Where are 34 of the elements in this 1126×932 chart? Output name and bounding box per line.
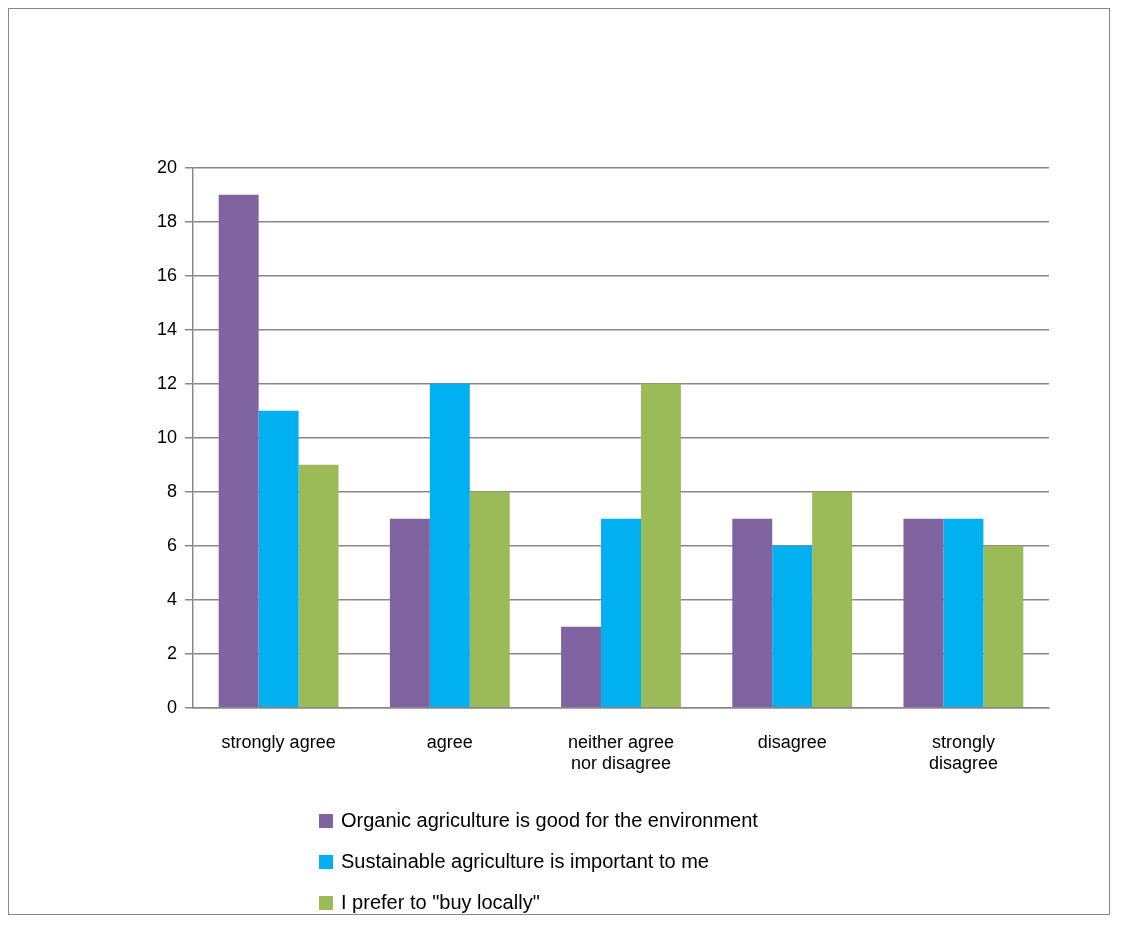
bar: [772, 545, 813, 708]
bar: [258, 410, 299, 708]
x-tick-label: strongly disagree: [928, 731, 998, 774]
bar: [983, 545, 1024, 708]
x-tick-label: neither agree nor disagree: [567, 731, 675, 774]
bar: [469, 491, 510, 708]
bar: [943, 518, 984, 708]
y-tick-label: 20: [156, 156, 178, 177]
legend-label: Organic agriculture is good for the environment: [341, 809, 758, 832]
bar: [389, 518, 430, 708]
x-tick-label: strongly agree: [221, 731, 336, 752]
bar: [561, 626, 602, 708]
y-tick-label: 2: [167, 642, 178, 663]
x-tick-label: disagree: [757, 731, 827, 752]
y-tick-label: 8: [167, 480, 178, 501]
bar: [732, 518, 773, 708]
y-tick-label: 0: [167, 696, 178, 717]
x-tick-label: agree: [426, 731, 473, 752]
bar: [903, 518, 944, 708]
y-tick-label: 12: [156, 372, 178, 393]
legend-label: Sustainable agriculture is important to me: [341, 850, 709, 873]
bar: [218, 194, 259, 708]
bar: [812, 491, 853, 708]
bar: [601, 518, 641, 708]
y-tick-label: 4: [167, 588, 178, 609]
y-tick-label: 16: [156, 264, 178, 285]
bar: [640, 383, 681, 708]
y-tick-label: 18: [156, 210, 178, 231]
bar: [298, 464, 339, 708]
legend-label: I prefer to "buy locally": [341, 891, 540, 914]
y-tick-label: 10: [156, 426, 178, 447]
y-tick-label: 14: [156, 318, 178, 339]
bar: [429, 383, 470, 708]
y-tick-label: 6: [167, 534, 178, 555]
